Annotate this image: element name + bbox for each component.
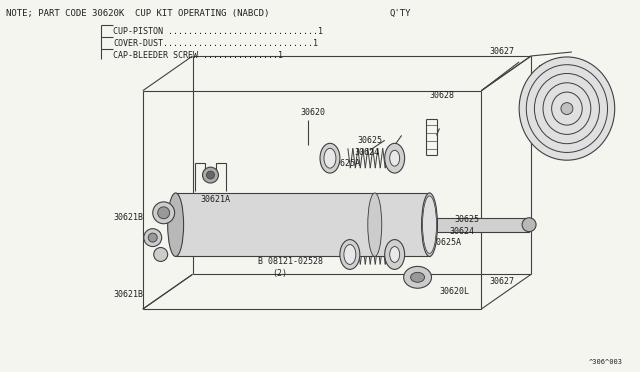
Ellipse shape <box>422 196 436 253</box>
Ellipse shape <box>522 218 536 232</box>
Circle shape <box>561 103 573 115</box>
Ellipse shape <box>324 148 336 168</box>
Ellipse shape <box>411 272 424 282</box>
Circle shape <box>207 171 214 179</box>
Text: 30624: 30624 <box>449 227 474 236</box>
Text: 30625: 30625 <box>358 136 383 145</box>
Text: B 08121-02528: B 08121-02528 <box>259 257 323 266</box>
Text: (2): (2) <box>272 269 287 278</box>
Ellipse shape <box>368 193 381 256</box>
Text: CAP-BLEEDER SCREW ...............1: CAP-BLEEDER SCREW ...............1 <box>113 51 283 60</box>
Ellipse shape <box>144 229 162 247</box>
Text: 30621A: 30621A <box>200 195 230 204</box>
Ellipse shape <box>168 193 184 256</box>
Text: 30620L: 30620L <box>440 287 470 296</box>
Text: Q'TY: Q'TY <box>390 9 411 18</box>
Ellipse shape <box>404 266 431 288</box>
Text: 30627: 30627 <box>489 46 515 55</box>
Ellipse shape <box>157 207 170 219</box>
Text: 30621B: 30621B <box>113 290 143 299</box>
Ellipse shape <box>385 240 404 269</box>
Ellipse shape <box>519 57 614 160</box>
Ellipse shape <box>320 143 340 173</box>
Text: 30628: 30628 <box>429 91 454 100</box>
Text: NOTE; PART CODE 30620K  CUP KIT OPERATING (NABCD): NOTE; PART CODE 30620K CUP KIT OPERATING… <box>6 9 269 18</box>
FancyBboxPatch shape <box>175 193 429 256</box>
Ellipse shape <box>148 233 157 242</box>
Ellipse shape <box>390 150 399 166</box>
Text: 30625A: 30625A <box>431 238 461 247</box>
Ellipse shape <box>390 247 399 262</box>
Ellipse shape <box>344 244 356 264</box>
Circle shape <box>202 167 218 183</box>
Ellipse shape <box>385 143 404 173</box>
Text: ^306^003: ^306^003 <box>589 359 623 365</box>
Ellipse shape <box>153 202 175 224</box>
Text: COVER-DUST..............................1: COVER-DUST..............................… <box>113 39 318 48</box>
Text: CUP-PISTON ..............................1: CUP-PISTON .............................… <box>113 27 323 36</box>
Text: 30625A: 30625A <box>330 159 360 168</box>
Ellipse shape <box>422 193 438 256</box>
Text: 30621B: 30621B <box>113 213 143 222</box>
Text: 30620: 30620 <box>300 108 325 117</box>
Ellipse shape <box>340 240 360 269</box>
Text: 30627: 30627 <box>489 277 515 286</box>
Text: 30624: 30624 <box>355 148 380 157</box>
Ellipse shape <box>154 247 168 262</box>
FancyBboxPatch shape <box>428 218 529 232</box>
Text: 30625: 30625 <box>454 215 479 224</box>
